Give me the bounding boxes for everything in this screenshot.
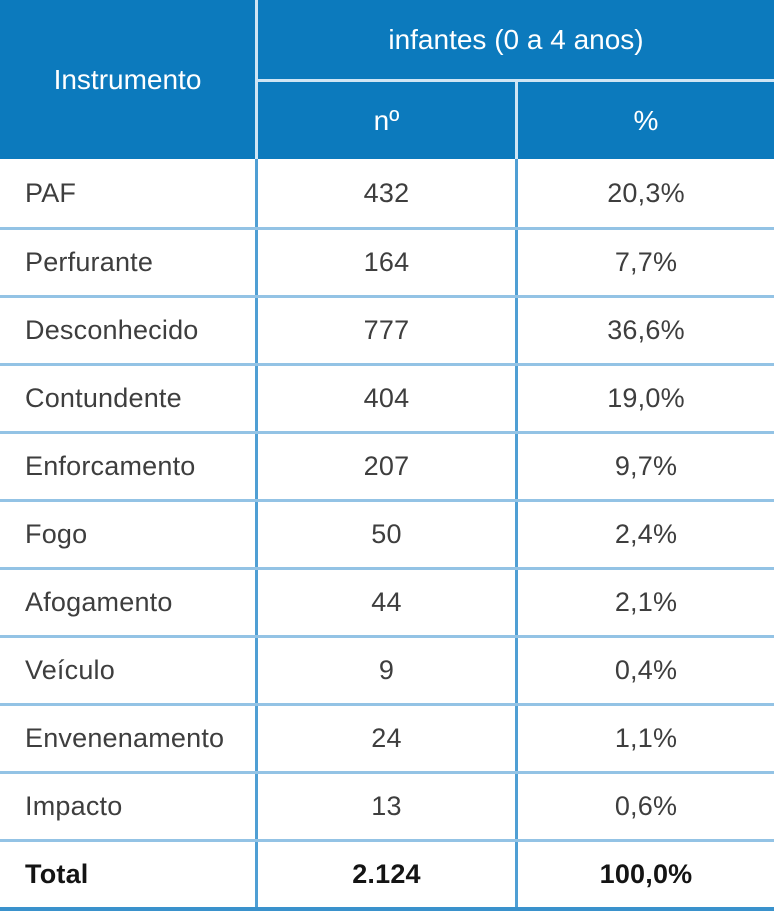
row-count: 9 (255, 638, 515, 703)
table-row: PAF 432 20,3% (0, 159, 774, 227)
table-row: Impacto 13 0,6% (0, 771, 774, 839)
table-row: Envenenamento 24 1,1% (0, 703, 774, 771)
row-percent: 0,6% (515, 774, 774, 839)
row-percent: 1,1% (515, 706, 774, 771)
row-count: 777 (255, 298, 515, 363)
table-bottom-border (0, 907, 774, 911)
row-percent: 2,1% (515, 570, 774, 635)
row-label: Afogamento (25, 587, 173, 617)
row-label: Impacto (25, 791, 123, 821)
row-count: 404 (255, 366, 515, 431)
total-row: Total 2.124 100,0% (0, 839, 774, 907)
table-body: PAF 432 20,3% Perfurante 164 7,7% Descon… (0, 159, 774, 907)
row-count: 44 (255, 570, 515, 635)
row-percent: 19,0% (515, 366, 774, 431)
table-row: Enforcamento 207 9,7% (0, 431, 774, 499)
row-count: 24 (255, 706, 515, 771)
table-row: Desconhecido 777 36,6% (0, 295, 774, 363)
header-count: nº (255, 82, 515, 159)
row-label: Perfurante (25, 247, 154, 277)
table-header: Instrumento infantes (0 a 4 anos) nº % (0, 0, 774, 159)
row-label: PAF (25, 177, 77, 208)
row-label: Veículo (25, 655, 115, 685)
row-count: 164 (255, 230, 515, 295)
row-percent: 36,6% (515, 298, 774, 363)
table-row: Contundente 404 19,0% (0, 363, 774, 431)
row-label: Desconhecido (25, 315, 199, 345)
header-percent: % (515, 82, 774, 159)
header-instrumento: Instrumento (53, 63, 202, 95)
row-count: 432 (255, 159, 515, 227)
table-row: Afogamento 44 2,1% (0, 567, 774, 635)
row-label: Fogo (25, 519, 88, 549)
row-label: Contundente (25, 383, 182, 413)
row-label: Envenenamento (25, 723, 225, 753)
row-count: 13 (255, 774, 515, 839)
row-count: 207 (255, 434, 515, 499)
row-count: 50 (255, 502, 515, 567)
row-label: Total (25, 859, 89, 889)
table-row: Fogo 50 2,4% (0, 499, 774, 567)
row-percent: 7,7% (515, 230, 774, 295)
header-group-infantes: infantes (0 a 4 anos) (255, 0, 774, 82)
row-percent: 100,0% (515, 842, 774, 907)
table-row: Veículo 9 0,4% (0, 635, 774, 703)
row-percent: 2,4% (515, 502, 774, 567)
row-percent: 9,7% (515, 434, 774, 499)
row-percent: 0,4% (515, 638, 774, 703)
table-row: Perfurante 164 7,7% (0, 227, 774, 295)
row-count: 2.124 (255, 842, 515, 907)
row-label: Enforcamento (25, 451, 196, 481)
row-percent: 20,3% (515, 159, 774, 227)
